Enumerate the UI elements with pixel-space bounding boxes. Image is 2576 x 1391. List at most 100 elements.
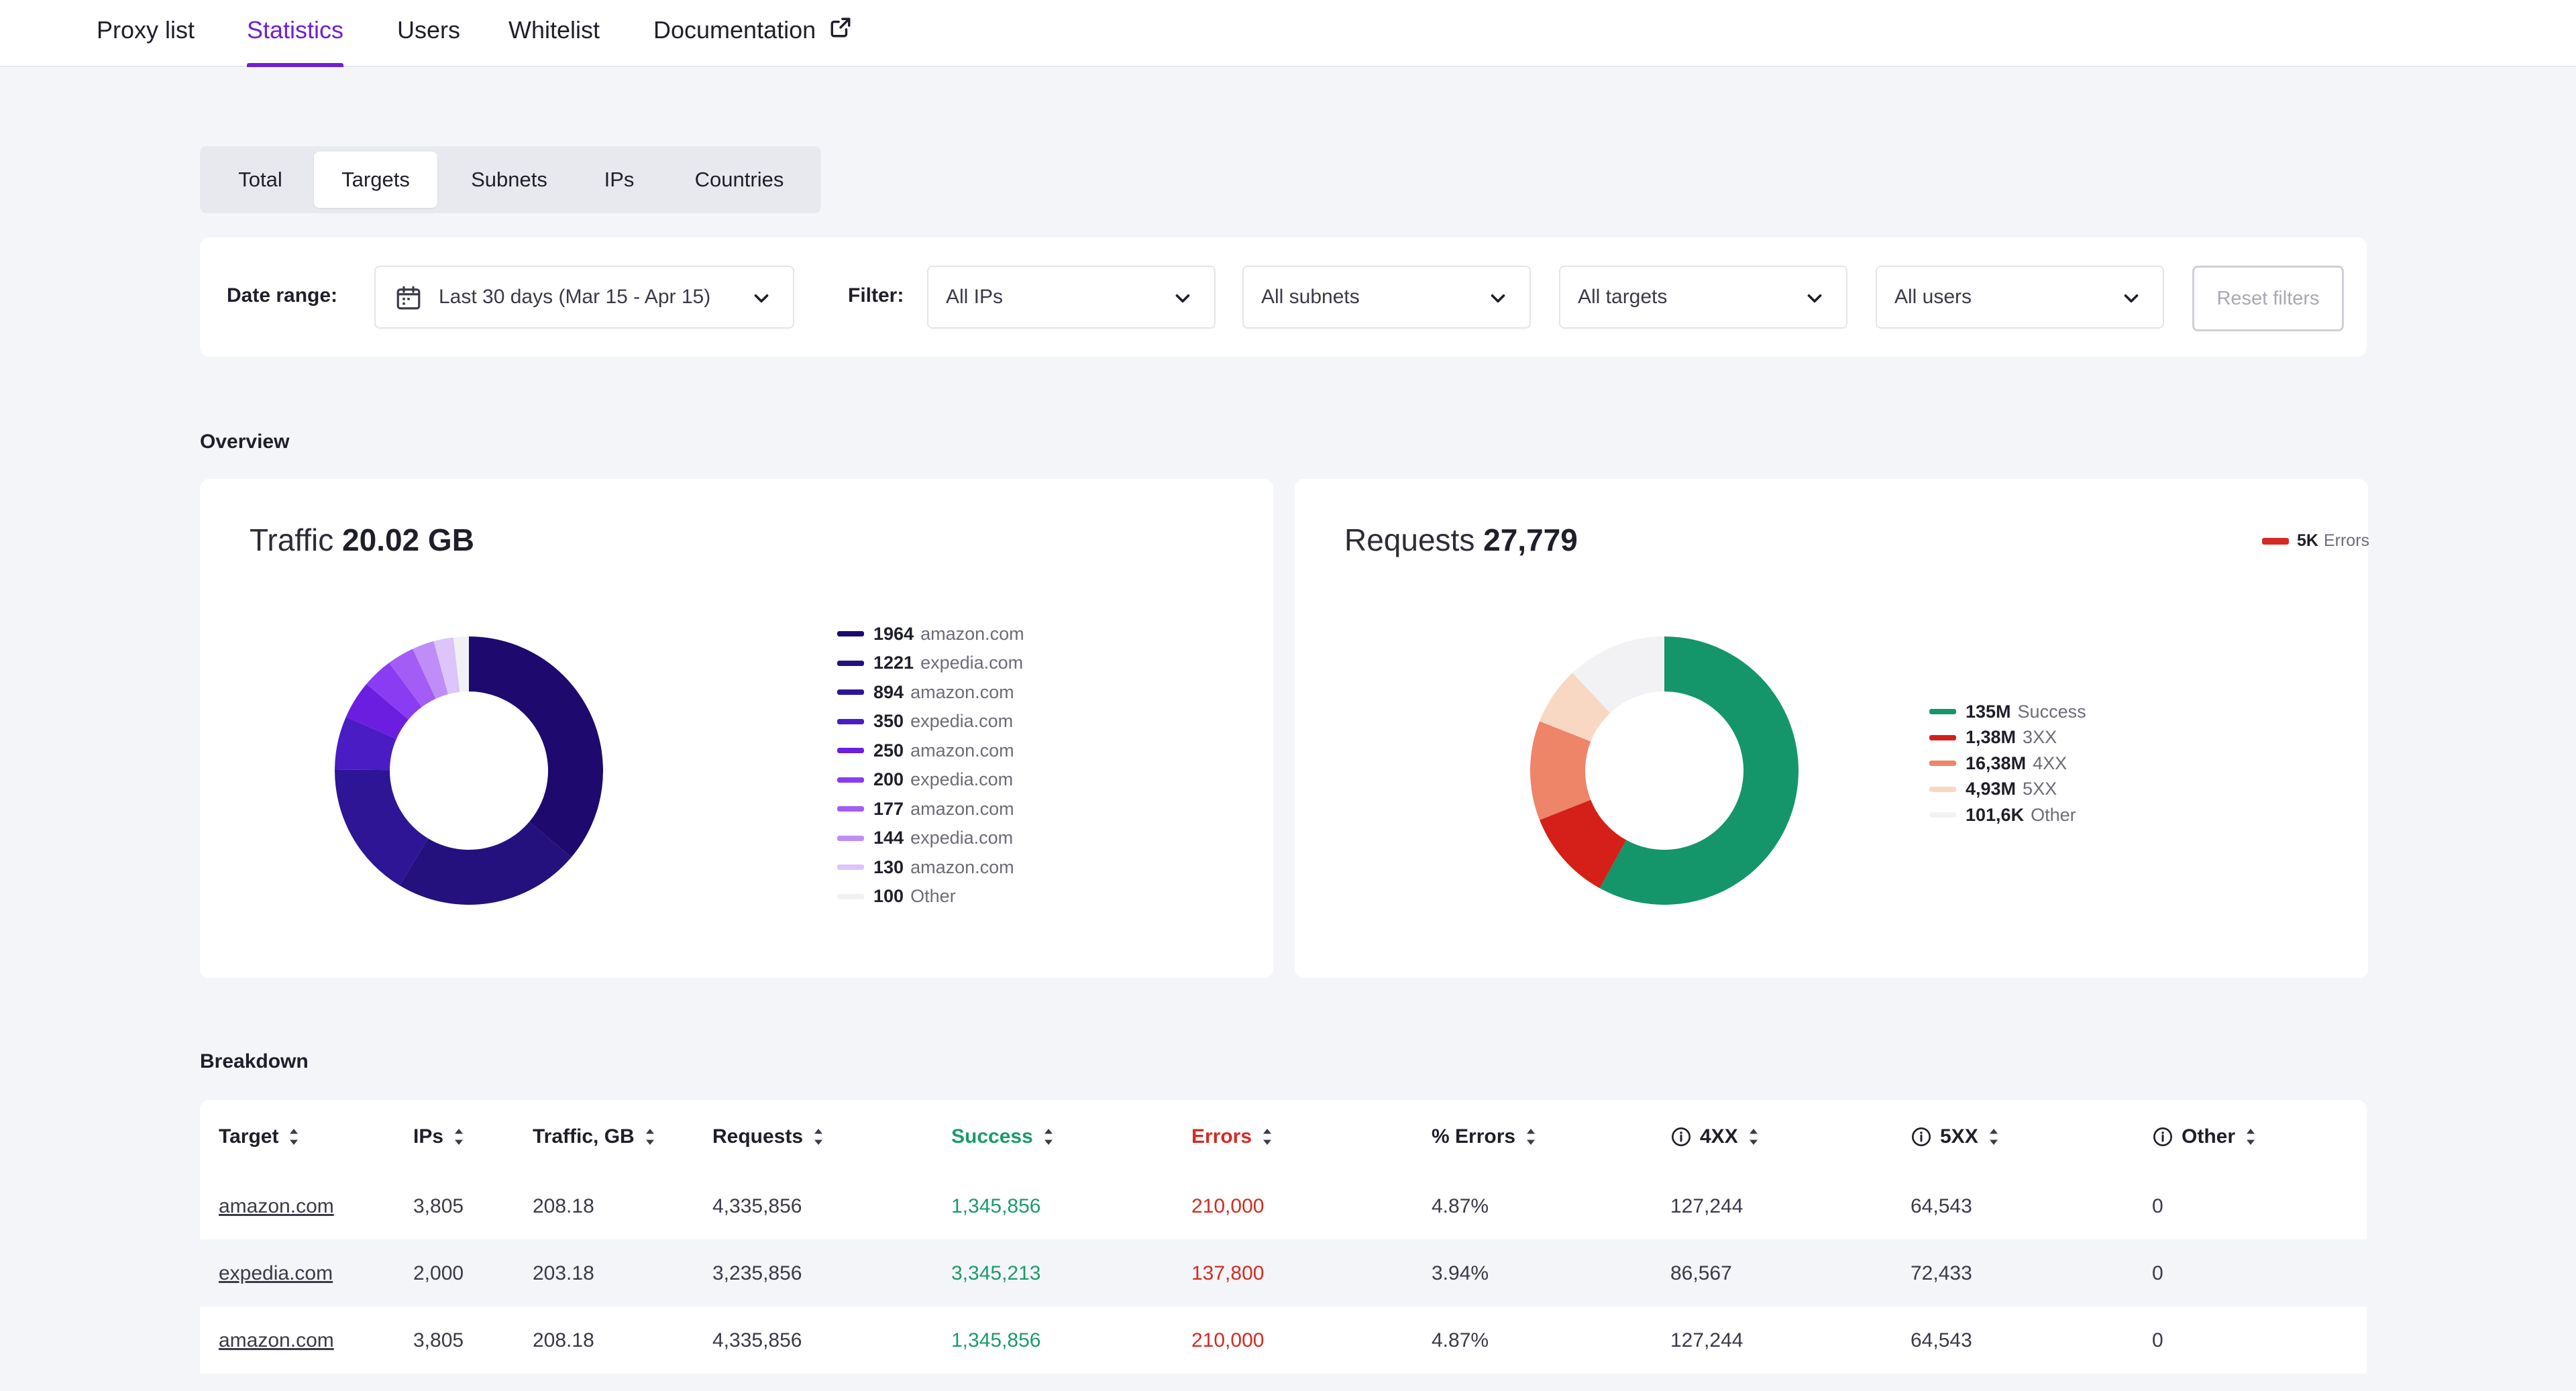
- nav-whitelist-label: Whitelist: [508, 16, 600, 44]
- traffic-legend-swatch: [837, 689, 864, 695]
- info-icon: [1672, 1127, 1690, 1146]
- sort-icon[interactable]: [2245, 1127, 2257, 1147]
- errors-swatch: [2262, 537, 2289, 545]
- requests-legend-item: 16,38M 4XX: [1929, 752, 2067, 775]
- tab-countries-label: Countries: [694, 168, 784, 191]
- cell-ips: 3,805: [413, 1329, 464, 1351]
- requests-legend-swatch: [1929, 734, 1956, 740]
- table-row[interactable]: amazon.com 3,805 208.18 4,335,856 1,345,856 2…: [200, 1306, 2367, 1374]
- requests-legend-swatch: [1929, 786, 1956, 792]
- traffic-legend-swatch: [837, 748, 864, 753]
- traffic-legend-item: 1221 expedia.com: [837, 652, 1023, 675]
- column-header-traffic[interactable]: Traffic, GB: [533, 1125, 656, 1148]
- traffic-legend-value: 177: [873, 798, 904, 819]
- sort-icon[interactable]: [812, 1127, 824, 1147]
- cell-4xx: 127,244: [1670, 1195, 1743, 1217]
- nav-users[interactable]: Users: [397, 16, 460, 67]
- requests-legend-swatch: [1929, 709, 1956, 714]
- sort-icon[interactable]: [1042, 1127, 1055, 1147]
- traffic-legend-value: 144: [873, 828, 904, 848]
- traffic-legend-swatch: [837, 777, 864, 783]
- traffic-legend-value: 1964: [873, 623, 914, 644]
- requests-slice-other: [1572, 636, 1664, 713]
- cell-ips: 2,000: [413, 1262, 464, 1284]
- traffic-slice-amazon-com: [433, 637, 460, 695]
- column-header-5xx[interactable]: 5XX: [1911, 1125, 2000, 1148]
- traffic-legend-swatch: [837, 631, 864, 636]
- requests-value: 27,779: [1483, 522, 1578, 557]
- traffic-legend-value: 1221: [873, 653, 914, 673]
- errors-legend-label: Errors: [2323, 531, 2370, 550]
- chevron-down-icon: [1175, 294, 1190, 303]
- sort-icon[interactable]: [1261, 1127, 1273, 1147]
- column-header-ips[interactable]: IPs: [413, 1125, 465, 1148]
- column-header-label: Requests: [712, 1125, 804, 1148]
- tab-subnets[interactable]: Subnets: [444, 152, 574, 208]
- ips-filter-value: All IPs: [946, 286, 1004, 308]
- tab-ips[interactable]: IPs: [580, 152, 659, 208]
- tab-countries[interactable]: Countries: [665, 152, 813, 208]
- users-filter-value: All users: [1894, 286, 1972, 308]
- target-link[interactable]: amazon.com: [219, 1195, 334, 1217]
- requests-legend-item: 1,38M 3XX: [1929, 726, 2057, 749]
- reset-filters-button[interactable]: Reset filters: [2192, 266, 2344, 331]
- traffic-legend-label: amazon.com: [920, 623, 1024, 644]
- requests-legend-item: 135M Success: [1929, 700, 2086, 723]
- target-link[interactable]: expedia.com: [219, 1262, 333, 1284]
- sort-icon[interactable]: [1525, 1127, 1537, 1147]
- targets-filter-select[interactable]: All targets: [1559, 266, 1847, 329]
- cell-requests: 4,335,856: [712, 1329, 802, 1351]
- traffic-legend-label: amazon.com: [910, 798, 1014, 819]
- statistics-tabs: Total Targets Subnets IPs Countries: [200, 146, 821, 213]
- subnets-filter-select[interactable]: All subnets: [1242, 266, 1531, 329]
- sort-icon[interactable]: [644, 1127, 656, 1147]
- sort-icon[interactable]: [288, 1127, 300, 1147]
- column-header-success[interactable]: Success: [951, 1125, 1055, 1148]
- traffic-slice-other: [453, 636, 469, 692]
- nav-documentation[interactable]: Documentation: [653, 16, 852, 67]
- requests-legend-value: 16,38M: [1966, 753, 2027, 773]
- traffic-legend-item: 177 amazon.com: [837, 797, 1014, 820]
- cell-errors: 137,800: [1191, 1262, 1265, 1284]
- cell-requests: 4,335,856: [712, 1195, 802, 1217]
- traffic-legend-label: amazon.com: [910, 740, 1014, 761]
- cell-pct-errors: 4.87%: [1432, 1329, 1489, 1351]
- filter-bar: Date range: Last 30 days (Mar 15 - Apr 1…: [200, 237, 2367, 357]
- table-row[interactable]: expedia.com 2,000 203.18 3,235,856 3,345,213…: [200, 1239, 2367, 1306]
- traffic-legend-item: 200 expedia.com: [837, 769, 1013, 791]
- ips-filter-select[interactable]: All IPs: [927, 266, 1216, 329]
- date-range-select[interactable]: Last 30 days (Mar 15 - Apr 15): [374, 266, 794, 329]
- cell-errors: 210,000: [1191, 1195, 1265, 1217]
- table-row[interactable]: amazon.com 3,805 208.18 4,335,856 1,345,856 2…: [200, 1172, 2367, 1239]
- target-link[interactable]: amazon.com: [219, 1329, 334, 1351]
- top-navigation: Proxy list Statistics Users Whitelist Do…: [0, 0, 2576, 67]
- users-filter-select[interactable]: All users: [1876, 266, 2164, 329]
- column-header-label: Errors: [1191, 1125, 1252, 1148]
- nav-statistics[interactable]: Statistics: [247, 16, 344, 67]
- requests-legend-label: 4XX: [2033, 753, 2068, 773]
- column-header-4xx[interactable]: 4XX: [1670, 1125, 1760, 1148]
- sort-icon[interactable]: [1748, 1127, 1760, 1147]
- column-header-requests[interactable]: Requests: [712, 1125, 824, 1148]
- column-header-target[interactable]: Target: [219, 1125, 300, 1148]
- errors-legend-value: 5K: [2297, 531, 2318, 550]
- traffic-title: Traffic 20.02 GB: [250, 522, 474, 558]
- requests-donut-chart: [1530, 636, 1799, 905]
- nav-whitelist[interactable]: Whitelist: [508, 16, 600, 67]
- column-header-errors[interactable]: Errors: [1191, 1125, 1273, 1148]
- tab-targets[interactable]: Targets: [314, 152, 437, 208]
- tab-total[interactable]: Total: [212, 152, 309, 208]
- traffic-legend-value: 350: [873, 711, 904, 731]
- nav-proxy-list[interactable]: Proxy list: [97, 16, 195, 67]
- traffic-slice-expedia-com: [399, 822, 572, 905]
- sort-icon[interactable]: [453, 1127, 465, 1147]
- sort-icon[interactable]: [1988, 1127, 2000, 1147]
- column-header-other[interactable]: Other: [2152, 1125, 2257, 1148]
- traffic-card: Traffic 20.02 GB 1964 amazon.com 1221 exped…: [200, 479, 1273, 978]
- cell-5xx: 64,543: [1911, 1329, 1972, 1351]
- column-header-pct-errors[interactable]: % Errors: [1432, 1125, 1537, 1148]
- traffic-donut-chart: [335, 636, 603, 905]
- traffic-legend-label: expedia.com: [910, 769, 1014, 789]
- traffic-legend-value: 894: [873, 681, 904, 702]
- cell-errors: 210,000: [1191, 1329, 1265, 1351]
